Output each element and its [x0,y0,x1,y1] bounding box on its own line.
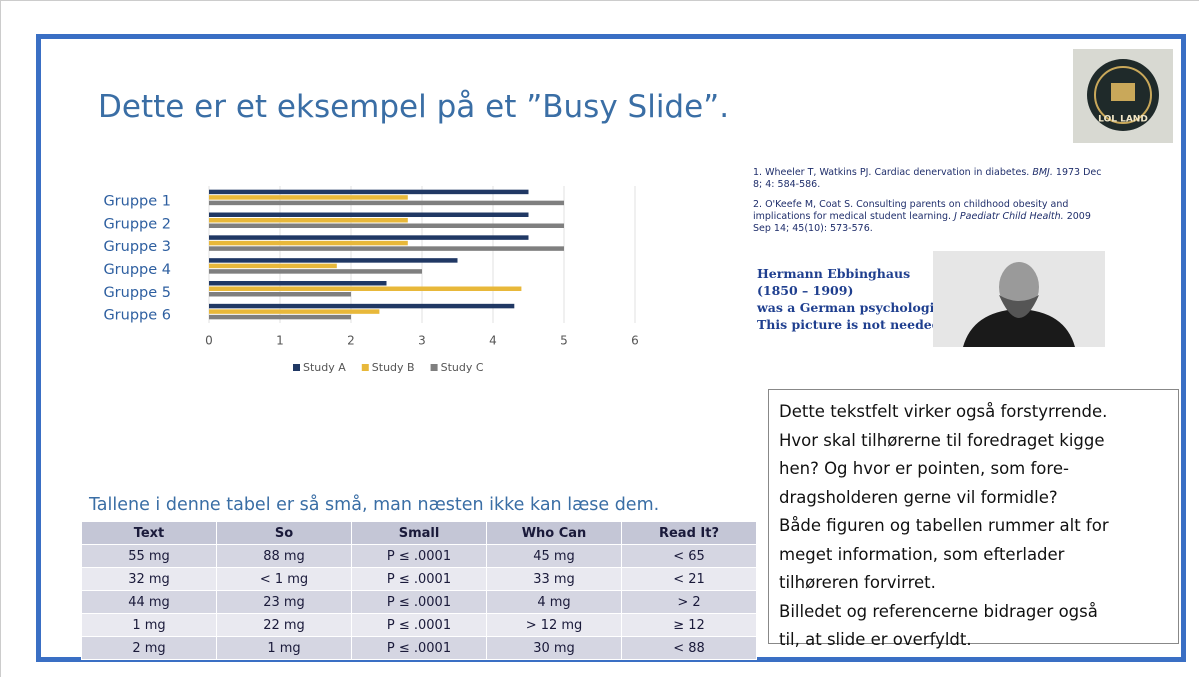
table-cell: < 1 mg [217,568,352,591]
bar [209,190,529,195]
bar [209,292,351,297]
text-line: meget information, som efterlader [779,541,1168,570]
bar [209,258,458,263]
table-cell: P ≤ .0001 [352,637,487,660]
table-cell: > 12 mg [487,614,622,637]
y-tick-label: Gruppe 1 [103,193,171,209]
legend-label: Study A [303,361,346,374]
legend-label: Study B [372,361,415,374]
table-caption: Tallene i denne tabel er så små, man næs… [89,495,659,515]
header-row: TextSoSmallWho CanRead It? [82,522,757,545]
bar [209,264,337,269]
table-cell: 2 mg [82,637,217,660]
legend-swatch [293,364,300,371]
bar [209,213,529,218]
x-tick-label: 6 [631,334,639,348]
table-cell: 55 mg [82,545,217,568]
bar [209,315,351,320]
table-cell: < 88 [622,637,757,660]
legend-swatch [431,364,438,371]
text-line: dragsholderen gerne vil formidle? [779,484,1168,513]
x-tick-label: 4 [489,334,497,348]
table-row: 1 mg22 mgP ≤ .0001> 12 mg≥ 12 [82,614,757,637]
text-line: Både figuren og tabellen rummer alt for [779,512,1168,541]
bar [209,201,564,206]
table-cell: > 2 [622,591,757,614]
table-cell: 45 mg [487,545,622,568]
text-box: Dette tekstfelt virker også forstyrrende… [768,389,1179,644]
y-tick-label: Gruppe 6 [103,308,171,324]
y-tick-label: Gruppe 3 [103,239,171,255]
legend-swatch [362,364,369,371]
table-cell: < 65 [622,545,757,568]
table-cell: P ≤ .0001 [352,614,487,637]
header-cell: Read It? [622,522,757,545]
text-line: til, at slide er overfyldt. [779,626,1168,655]
text-line: hen? Og hvor er pointen, som fore- [779,455,1168,484]
table-cell: P ≤ .0001 [352,545,487,568]
table-cell: 33 mg [487,568,622,591]
legend-label: Study C [441,361,484,374]
table-cell: 1 mg [82,614,217,637]
table-cell: P ≤ .0001 [352,568,487,591]
text-line: Billedet og referencerne bidrager også [779,598,1168,627]
x-tick-label: 1 [276,334,284,348]
text-line: Hvor skal tilhørerne til foredraget kigg… [779,427,1168,456]
bar [209,304,514,309]
table-cell: ≥ 12 [622,614,757,637]
header-cell: So [217,522,352,545]
table-cell: < 21 [622,568,757,591]
table-cell: P ≤ .0001 [352,591,487,614]
bar [209,269,422,274]
table-cell: 23 mg [217,591,352,614]
table-cell: 1 mg [217,637,352,660]
bar [209,235,529,240]
bar [209,218,408,223]
header-cell: Who Can [487,522,622,545]
table-cell: 32 mg [82,568,217,591]
bar [209,224,564,229]
page: Dette er et eksempel på et ”Busy Slide”.… [0,0,1199,677]
y-tick-label: Gruppe 5 [103,285,171,301]
bar [209,287,521,292]
y-tick-label: Gruppe 4 [103,262,171,278]
x-tick-label: 0 [205,334,213,348]
table-cell: 4 mg [487,591,622,614]
x-tick-label: 5 [560,334,568,348]
header-cell: Small [352,522,487,545]
header-cell: Text [82,522,217,545]
table-cell: 88 mg [217,545,352,568]
x-tick-label: 3 [418,334,426,348]
bar [209,195,408,200]
bar [209,281,387,286]
bar [209,241,408,246]
text-line: tilhøreren forvirret. [779,569,1168,598]
y-tick-label: Gruppe 2 [103,216,171,232]
bar [209,246,564,251]
table-cell: 44 mg [82,591,217,614]
text-line: Dette tekstfelt virker også forstyrrende… [779,398,1168,427]
bar [209,309,379,314]
table-cell: 30 mg [487,637,622,660]
table-cell: 22 mg [217,614,352,637]
x-tick-label: 2 [347,334,355,348]
